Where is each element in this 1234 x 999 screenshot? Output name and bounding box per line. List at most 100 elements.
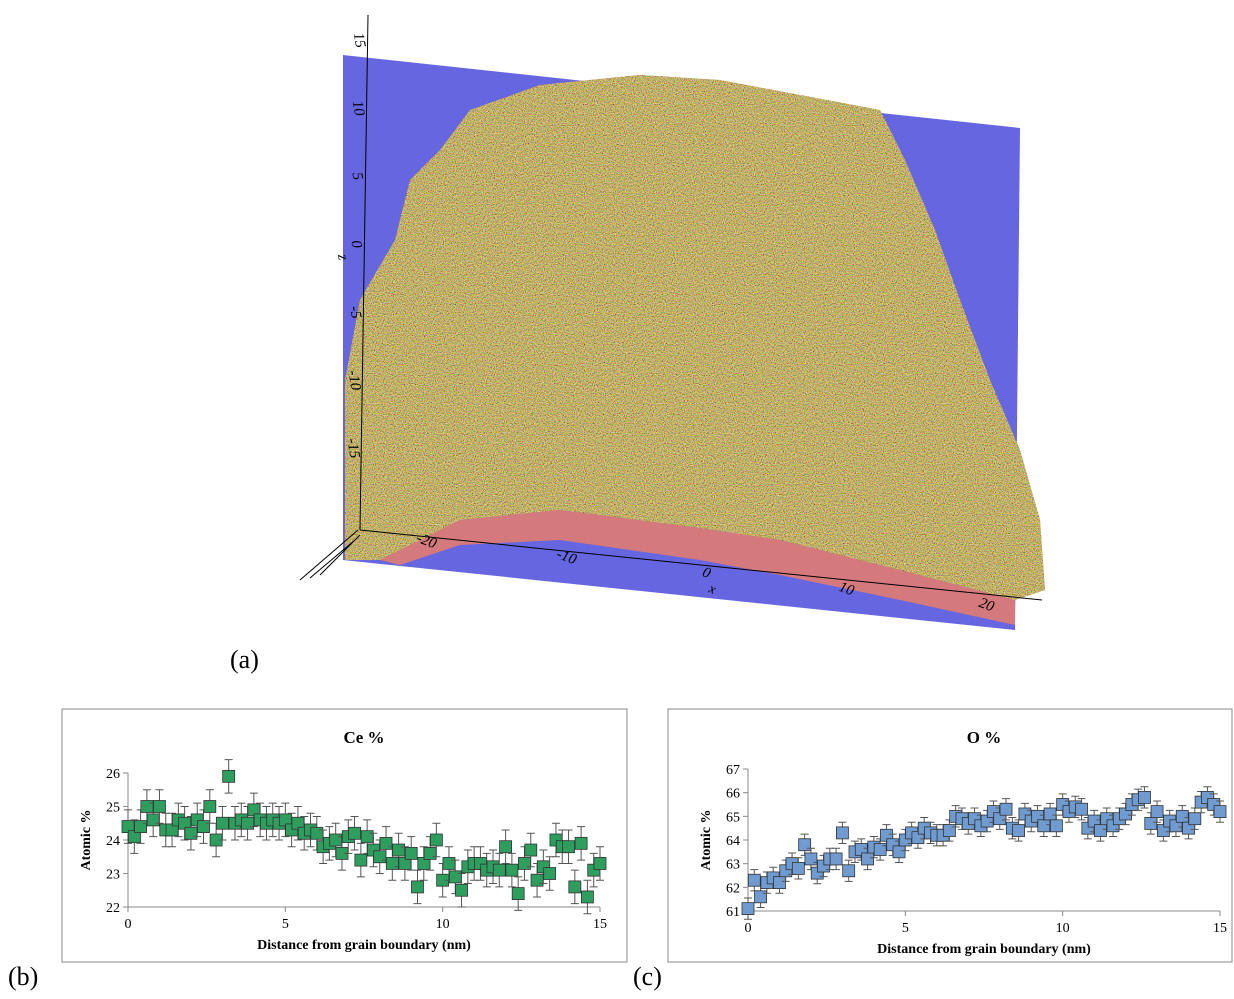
marker <box>197 820 210 833</box>
marker <box>804 852 818 866</box>
marker <box>511 887 525 900</box>
x-tick-label: 15 <box>1213 921 1227 936</box>
marker <box>1094 824 1107 837</box>
y-axis-label: Atomic % <box>79 809 94 870</box>
marker <box>562 840 575 854</box>
marker <box>836 826 849 840</box>
marker <box>379 836 393 850</box>
marker <box>892 845 906 859</box>
marker <box>373 850 387 864</box>
marker <box>741 902 755 916</box>
marker <box>1012 824 1026 837</box>
marker <box>241 816 254 830</box>
x-tick-label: 0 <box>125 917 132 932</box>
marker <box>1075 802 1088 816</box>
z-tick-label: -5 <box>346 305 364 321</box>
marker <box>524 843 538 857</box>
x-tick-label: 0 <box>745 921 752 936</box>
panel-label: (b) <box>8 962 38 991</box>
panel-label: (c) <box>633 962 662 991</box>
panel-label: (a) <box>230 645 259 674</box>
z-tick-label: 0 <box>347 239 364 250</box>
z-axis <box>359 14 369 531</box>
marker <box>140 800 154 813</box>
marker <box>455 883 468 897</box>
y-tick-label: 63 <box>726 858 740 873</box>
marker <box>1049 819 1063 833</box>
marker <box>348 826 361 840</box>
marker <box>754 890 767 904</box>
marker <box>310 826 324 840</box>
x-tick-label: 10 <box>436 917 450 932</box>
marker <box>385 857 399 870</box>
y-axis-label: Atomic % <box>699 809 714 870</box>
marker <box>543 867 557 880</box>
marker <box>429 833 443 847</box>
marker <box>873 843 887 856</box>
y-tick-label: 61 <box>726 905 740 920</box>
marker <box>1150 805 1164 818</box>
y-tick-label: 26 <box>106 767 120 782</box>
marker <box>448 870 462 884</box>
z-tick-label: -15 <box>343 437 362 460</box>
z-tick-label: -10 <box>344 369 363 392</box>
marker <box>861 852 874 866</box>
marker <box>842 864 856 878</box>
x-tick-label: 10 <box>837 579 857 599</box>
x-tick-label: 15 <box>593 917 607 932</box>
marker <box>215 816 229 830</box>
marker <box>505 863 519 877</box>
marker <box>1188 812 1202 826</box>
marker <box>1043 807 1057 821</box>
marker <box>499 840 513 854</box>
marker <box>1175 809 1189 823</box>
marker <box>1144 817 1158 830</box>
atom-cloud <box>345 75 1045 600</box>
marker <box>747 873 761 887</box>
marker <box>153 800 166 813</box>
y-tick-label: 66 <box>726 787 740 802</box>
x-axis-label: Distance from grain boundary (nm) <box>877 942 1091 957</box>
marker <box>392 843 406 857</box>
chart-title: Ce % <box>343 728 384 747</box>
y-tick-label: 24 <box>106 834 120 849</box>
marker <box>574 836 588 850</box>
y-tick-label: 67 <box>726 763 740 778</box>
y-tick-label: 65 <box>726 810 740 825</box>
y-tick-label: 23 <box>106 868 120 883</box>
marker <box>829 852 843 866</box>
marker <box>442 857 456 870</box>
x-axis <box>359 529 1043 601</box>
x-tick-label: -10 <box>554 546 579 568</box>
marker <box>568 880 582 894</box>
marker <box>134 820 147 833</box>
x-tick-label: -20 <box>414 530 439 552</box>
y-tick-label: 22 <box>106 901 120 916</box>
z-tick-label: 5 <box>348 171 365 182</box>
y-axis-stub <box>299 529 361 581</box>
marker <box>791 862 805 875</box>
z-tick-label: 15 <box>350 32 368 50</box>
y-tick-label: 64 <box>726 834 740 849</box>
marker <box>798 838 812 852</box>
marker <box>581 890 594 904</box>
marker <box>203 800 217 813</box>
x-tick-label: 10 <box>1056 921 1070 936</box>
z-axis-label: z <box>334 252 351 262</box>
marker <box>354 853 368 867</box>
marker <box>492 863 506 877</box>
y-tick-label: 25 <box>106 801 120 816</box>
marker <box>593 857 607 870</box>
marker <box>360 830 374 844</box>
chart-title: O % <box>967 728 1001 747</box>
z-tick-label: 10 <box>349 100 367 118</box>
marker <box>1213 805 1227 818</box>
marker <box>942 824 956 837</box>
marker <box>184 826 198 840</box>
marker <box>518 857 531 870</box>
x-tick-label: 5 <box>282 917 289 932</box>
marker <box>773 876 786 889</box>
marker <box>411 880 424 894</box>
